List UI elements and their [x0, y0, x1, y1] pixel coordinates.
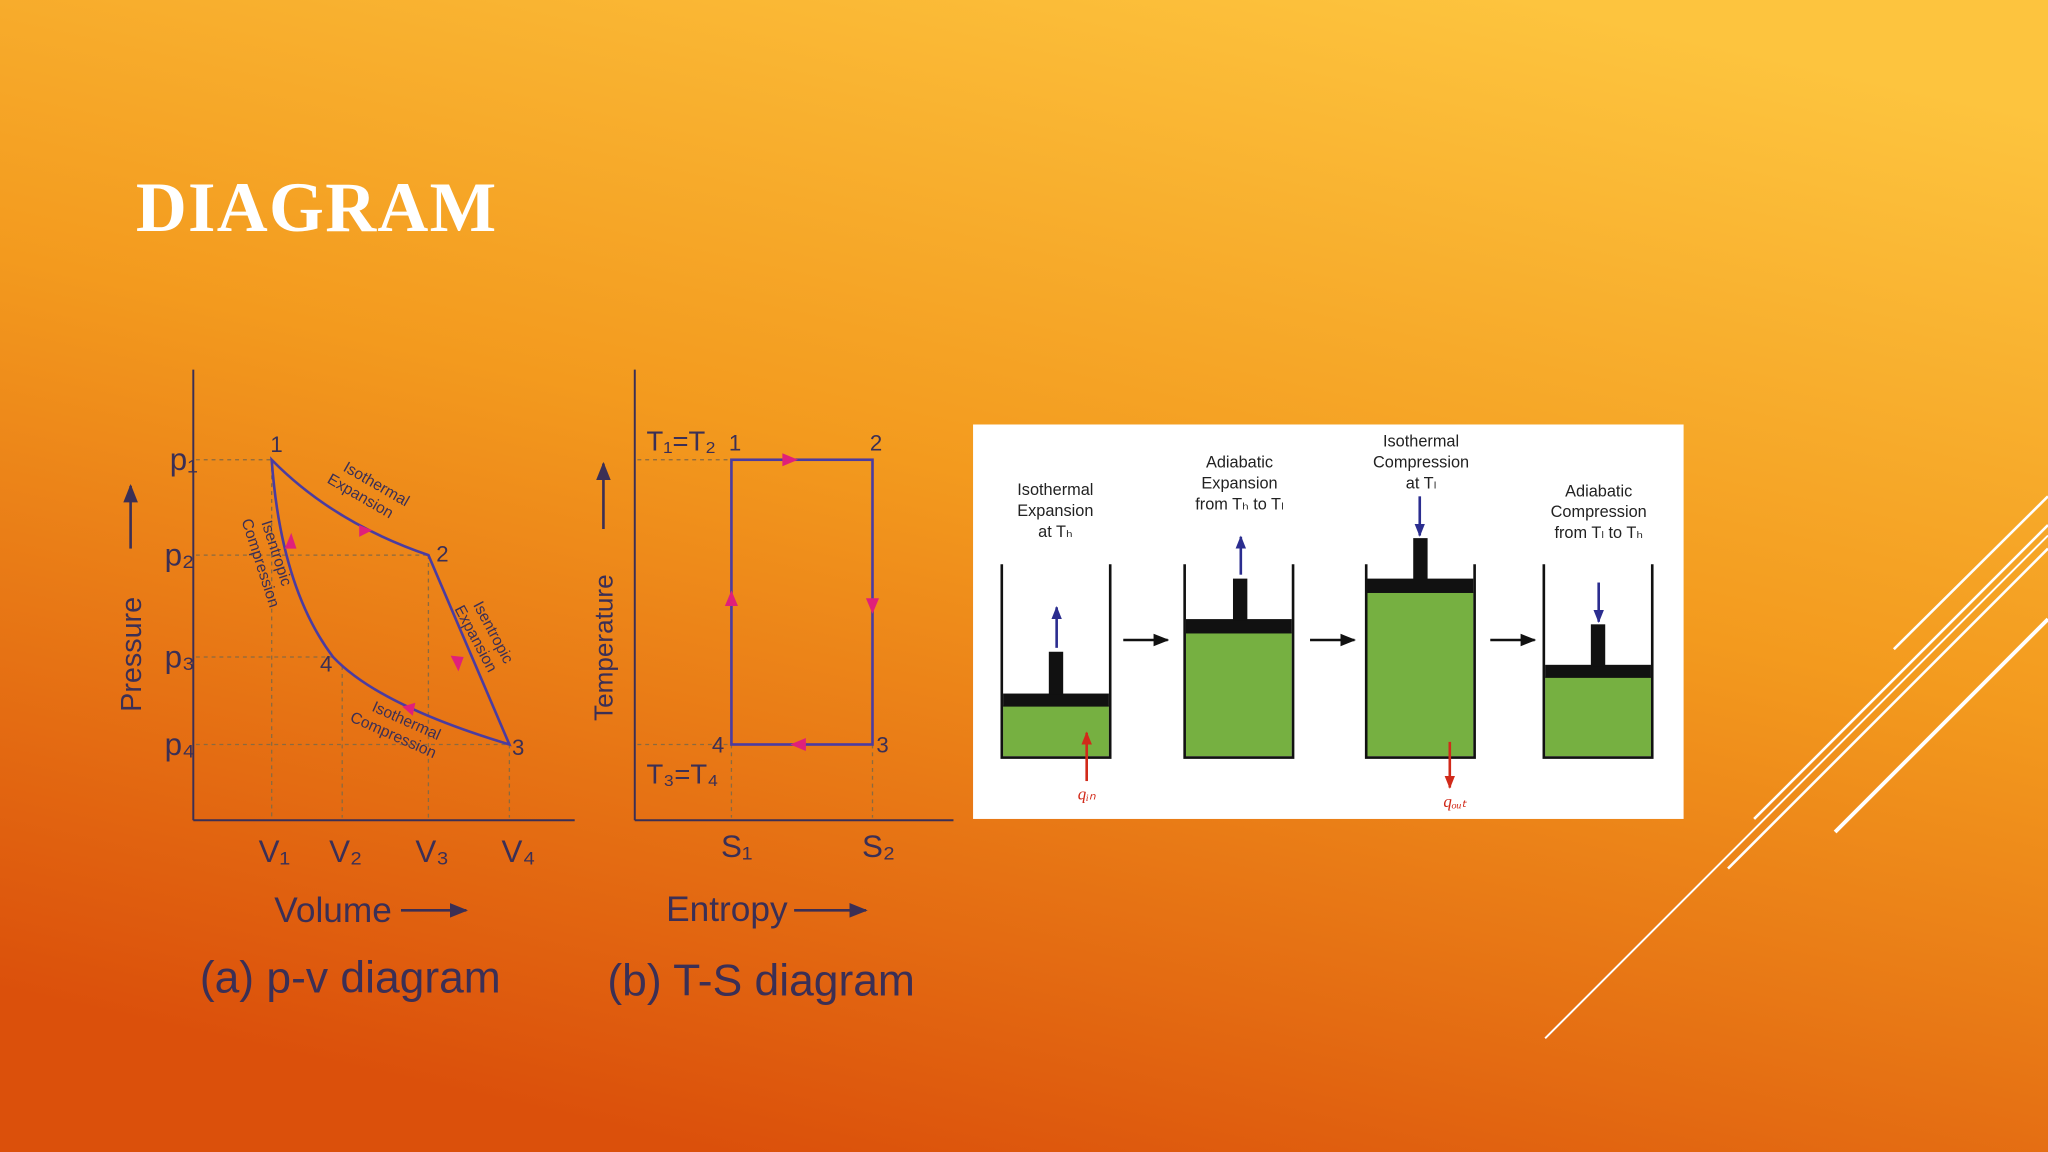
slide-title: DIAGRAM — [136, 169, 498, 247]
shape-rect — [1185, 632, 1292, 757]
shape-path — [1000, 564, 1654, 759]
pressure-label: p₂ — [165, 538, 195, 573]
shape-path — [782, 453, 799, 467]
shape-rect — [1048, 651, 1064, 695]
shape-text: Adiabatic Expansion from Tₕ to Tₗ — [1195, 454, 1283, 514]
axis-label: Volume — [274, 891, 392, 930]
point-label: 1 — [270, 432, 282, 457]
text-line: Adiabatic — [1206, 454, 1273, 472]
shape-text: Isothermal Compression at Tₗ — [1373, 433, 1469, 493]
volume-label: V₃ — [415, 834, 449, 869]
decoration — [1544, 495, 2048, 1040]
shape-line — [1753, 524, 2048, 820]
point-label: 3 — [876, 732, 888, 757]
axis-label: Temperature — [589, 574, 619, 721]
shape-rect — [1590, 624, 1606, 667]
shape-rect — [1185, 619, 1292, 634]
axis-label: Pressure — [116, 597, 148, 712]
text-line: from Tₕ to Tₗ — [1195, 495, 1283, 513]
shape-line — [1727, 547, 2048, 870]
piston-panel: Isothermal Expansion at Tₕ Adiabatic Expans… — [973, 424, 1684, 819]
point-label: 4 — [320, 651, 332, 676]
shape-rect — [1003, 705, 1109, 757]
shape-line — [1544, 534, 2048, 1040]
pressure-label: p₃ — [165, 639, 195, 674]
arrows — [1051, 496, 1604, 789]
point-label: 2 — [436, 542, 448, 567]
point-label: 3 — [512, 735, 524, 760]
volume-label: V₂ — [329, 834, 362, 869]
shape-rect — [1232, 578, 1248, 621]
point-label: 2 — [870, 431, 882, 456]
shape-path — [865, 598, 880, 614]
shape-path — [724, 590, 738, 607]
text-line: Adiabatic — [1565, 482, 1632, 500]
shape-rect — [1545, 664, 1651, 678]
temperature-label: T₃=T₄ — [647, 759, 719, 790]
shape-rect — [1367, 591, 1474, 757]
shape-text: Isothermal Expansion at Tₕ — [1017, 481, 1093, 541]
heat-label: qₒᵤₜ — [1443, 792, 1467, 811]
text-line: Isothermal — [1017, 481, 1093, 499]
point-label: 1 — [729, 431, 741, 456]
text-line: Compression — [1551, 503, 1647, 521]
point-label: 4 — [712, 732, 724, 757]
shape-line — [1833, 617, 2048, 834]
shape-rect — [1367, 578, 1474, 593]
text-line: Expansion — [1201, 474, 1277, 492]
shape-path — [284, 532, 297, 549]
entropy-label: S₁ — [721, 829, 752, 864]
volume-label: V₁ — [259, 834, 290, 869]
ts-diagram: T₁=T₂ T₃=T₄ S₁ S₂ 1 2 3 4 Temperature En… — [589, 369, 954, 1005]
text-line: at Tₗ — [1406, 474, 1437, 492]
shape-rect — [1545, 676, 1651, 757]
pressure-label: p₁ — [170, 442, 198, 477]
caption: (a) p-v diagram — [200, 954, 501, 1003]
shape-rect — [1413, 538, 1428, 580]
shape-path — [450, 655, 464, 672]
shape-path — [270, 456, 512, 747]
cylinders — [1000, 538, 1654, 759]
pressure-label: p₄ — [165, 727, 195, 762]
shape-text: Adiabatic Compression from Tₗ to Tₕ — [1551, 482, 1647, 542]
shape-path — [402, 702, 416, 716]
heat-label: qᵢₙ — [1078, 784, 1096, 803]
shape-rect — [1003, 693, 1109, 707]
axis-label: Entropy — [666, 890, 788, 929]
volume-label: V₄ — [502, 834, 536, 869]
temperature-label: T₁=T₂ — [647, 426, 716, 457]
text-line: Isothermal — [1383, 433, 1459, 451]
entropy-label: S₂ — [862, 829, 895, 864]
caption: (b) T-S diagram — [607, 956, 915, 1005]
shape-line — [1892, 495, 2048, 651]
text-line: Compression — [1373, 454, 1469, 472]
text-line: Expansion — [1017, 502, 1093, 520]
text-line: at Tₕ — [1038, 523, 1072, 541]
shape-path — [359, 525, 373, 537]
stage-label: Isothermal Expansion at Tₕ Adiabatic Expans… — [1017, 433, 1646, 542]
shape-path — [790, 737, 806, 752]
text-line: from Tₗ to Tₕ — [1554, 524, 1642, 542]
